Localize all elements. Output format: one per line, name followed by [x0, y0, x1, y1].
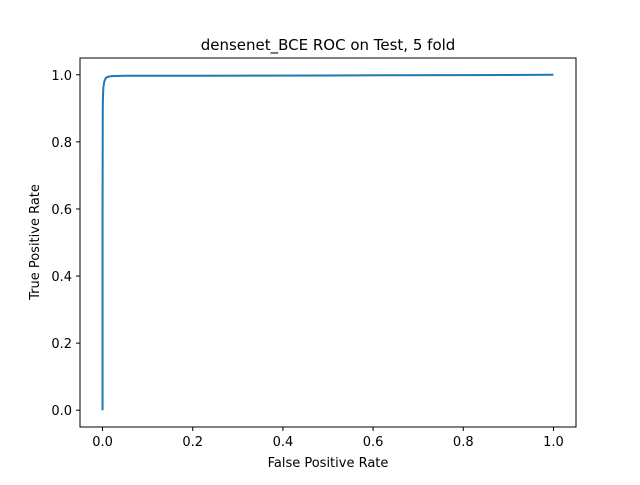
x-tick-label: 0.0	[92, 435, 113, 450]
x-tick-label: 0.4	[273, 435, 294, 450]
y-tick-label: 0.0	[51, 404, 72, 419]
x-tick-label: 1.0	[543, 435, 564, 450]
y-tick-label: 0.8	[51, 136, 72, 151]
y-tick-label: 0.6	[51, 203, 72, 218]
y-axis-ticks: 0.0 0.2 0.4 0.6 0.8 1.0	[51, 69, 80, 419]
roc-curve-line	[101, 73, 554, 411]
x-tick-label: 0.8	[453, 435, 474, 450]
y-tick-label: 0.2	[51, 337, 72, 352]
chart-title: densenet_BCE ROC on Test, 5 fold	[201, 36, 456, 55]
y-tick-label: 1.0	[51, 69, 72, 84]
x-axis-label: False Positive Rate	[268, 456, 389, 471]
x-tick-label: 0.6	[363, 435, 384, 450]
y-tick-label: 0.4	[51, 270, 72, 285]
x-axis-ticks: 0.0 0.2 0.4 0.6 0.8 1.0	[92, 427, 564, 450]
plot-area-frame	[79, 57, 577, 428]
x-tick-label: 0.2	[182, 435, 203, 450]
y-axis-label: True Positive Rate	[28, 184, 43, 301]
